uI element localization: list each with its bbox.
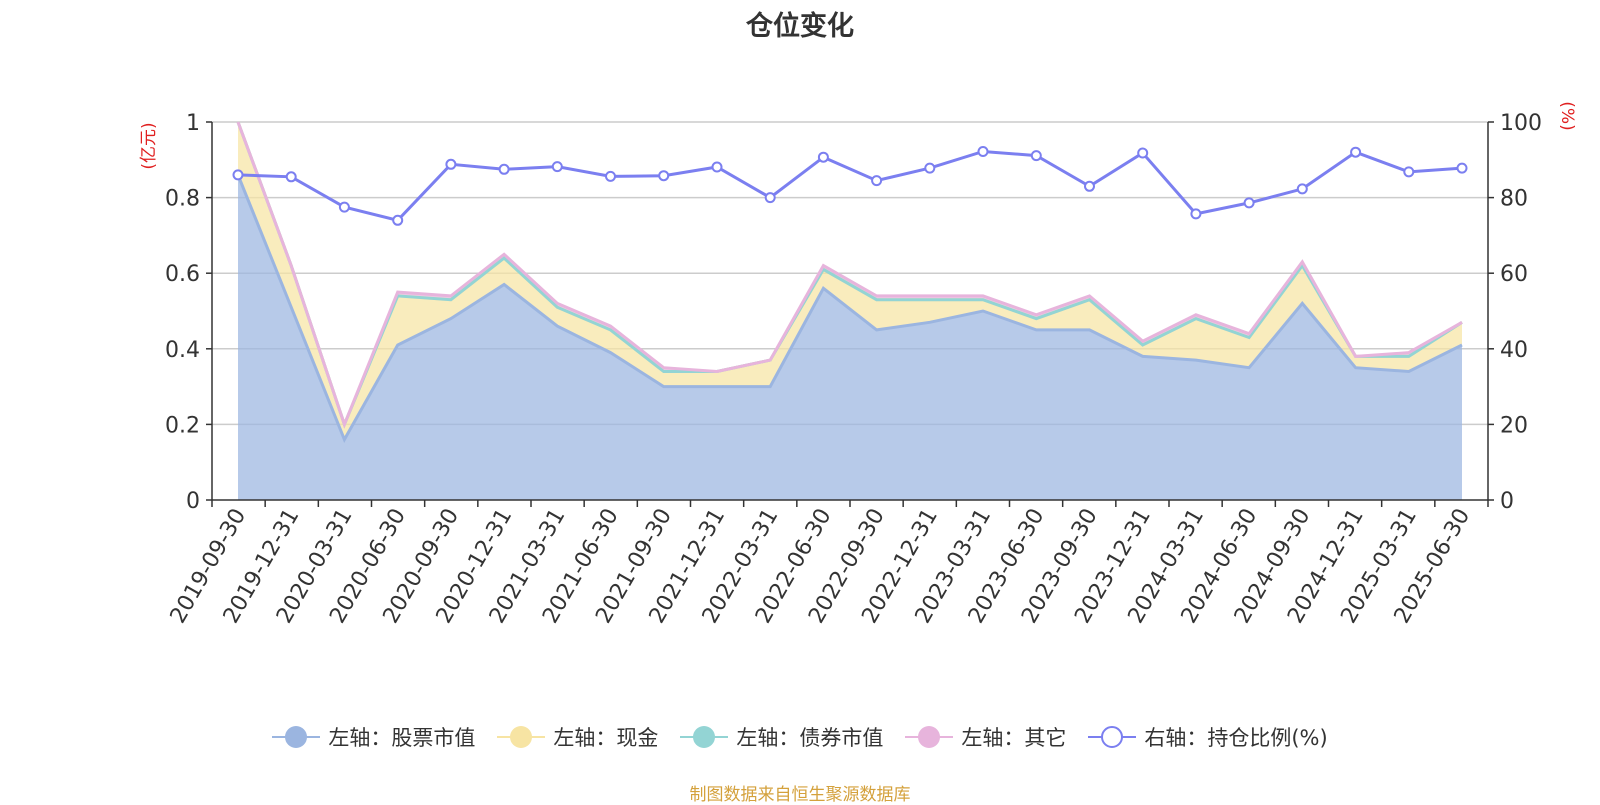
line-series-0 — [236, 174, 1463, 443]
legend-label-other: 左轴：其它 — [961, 726, 1067, 750]
legend-label-bond: 左轴：债券市值 — [736, 726, 884, 750]
ratio-point — [551, 161, 563, 173]
right-tick-label: 40 — [1500, 338, 1528, 363]
right-tick-label: 100 — [1500, 111, 1542, 136]
ratio-point — [392, 214, 404, 226]
left-tick-label: 0.8 — [165, 187, 200, 212]
chart-title: 仓位变化 — [746, 11, 854, 42]
ratio-point — [658, 170, 670, 182]
legend-stock-icon — [272, 725, 321, 749]
ratio-point — [1084, 180, 1095, 192]
ratio-point — [1190, 208, 1202, 220]
legend: 左轴：股票市值 左轴：现金 左轴：债券市值 左轴：其它 右轴：持仓比例(%) — [0, 722, 1600, 752]
line-series-2 — [236, 121, 1463, 429]
legend-item-stock[interactable]: 左轴：股票市值 — [272, 722, 475, 752]
left-tick-label: 0 — [186, 489, 200, 514]
legend-item-ratio[interactable]: 右轴：持仓比例(%) — [1088, 722, 1328, 752]
legend-item-other[interactable]: 左轴：其它 — [905, 722, 1066, 752]
ratio-point — [1137, 147, 1149, 159]
left-tick-label: 1 — [186, 111, 200, 136]
ratio-point — [1296, 183, 1308, 195]
left-tick-label: 0.2 — [165, 413, 200, 438]
ratio-point — [232, 169, 244, 181]
ratio-point — [338, 201, 350, 213]
ratio-point — [871, 175, 883, 187]
ratio-point — [1243, 197, 1255, 209]
ratio-point — [711, 161, 723, 173]
right-tick-label: 80 — [1500, 187, 1528, 212]
ratio-point — [817, 151, 829, 163]
area-series-0 — [238, 174, 1462, 500]
ratio-point — [1030, 150, 1042, 162]
right-tick-label: 0 — [1500, 489, 1514, 514]
right-tick-label: 60 — [1500, 262, 1528, 287]
source-note: 制图数据来自恒生聚源数据库 — [689, 785, 911, 805]
legend-item-bond[interactable]: 左轴：债券市值 — [680, 722, 883, 752]
ratio-point — [1403, 166, 1415, 178]
left-axis-unit: (亿元) — [139, 122, 159, 169]
ratio-point — [977, 146, 989, 157]
legend-label-ratio: 右轴：持仓比例(%) — [1144, 726, 1328, 750]
legend-item-cash[interactable]: 左轴：现金 — [497, 722, 658, 752]
ratio-point — [445, 158, 457, 170]
left-tick-label: 0.4 — [165, 338, 200, 363]
legend-other-icon — [905, 725, 954, 749]
legend-bond-icon — [680, 725, 729, 749]
area-series-1 — [238, 122, 1462, 440]
legend-label-cash: 左轴：现金 — [553, 726, 659, 750]
right-axis-unit: (%) — [1557, 101, 1577, 130]
ratio-point — [605, 170, 616, 182]
ratio-point — [1456, 162, 1468, 174]
ratio-point — [764, 192, 776, 204]
legend-ratio-icon — [1088, 725, 1137, 749]
ratio-point — [924, 162, 936, 174]
legend-label-stock: 左轴：股票市值 — [328, 726, 476, 750]
line-series-3 — [236, 121, 1463, 429]
right-tick-label: 20 — [1500, 413, 1528, 438]
ratio-point — [1350, 146, 1362, 158]
ratio-point — [498, 163, 510, 175]
left-tick-label: 0.6 — [165, 262, 200, 287]
ratio-line — [237, 149, 1463, 222]
legend-cash-icon — [497, 725, 546, 749]
ratio-point — [285, 171, 297, 183]
